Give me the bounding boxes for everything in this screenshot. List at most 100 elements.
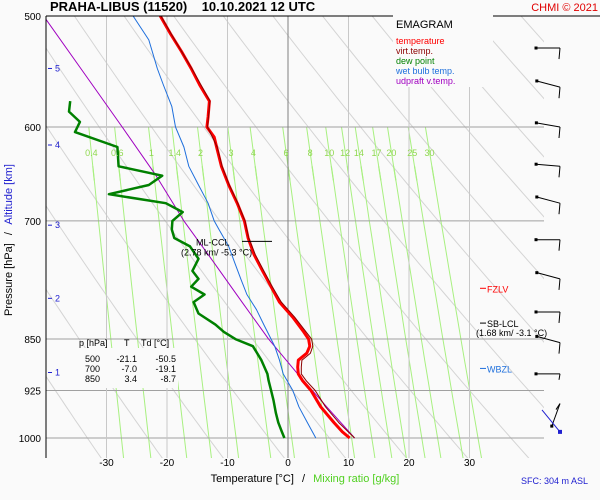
mixing-ratio-line <box>88 126 125 458</box>
temperature-tick-label: -20 <box>160 458 175 469</box>
mixing-ratio-label: 1.4 <box>169 148 182 158</box>
mixing-ratio-tick <box>175 166 179 181</box>
mixing-ratio-tick <box>393 166 397 181</box>
mixing-ratio-line <box>407 126 464 458</box>
wind-barb <box>535 195 561 215</box>
wind-barb-shaft <box>536 163 561 167</box>
x-axis-mixing-label: Mixing ratio [g/kg] <box>313 473 399 485</box>
dry-adiabat-line <box>272 16 544 343</box>
wind-barb <box>535 271 561 290</box>
dry-adiabat-line <box>173 16 530 458</box>
wind-barb-flag <box>555 403 561 410</box>
mixing-ratio-label: 4 <box>251 148 256 158</box>
pressure-tick-label: 500 <box>24 12 41 23</box>
wind-barb-shaft <box>536 80 561 88</box>
mixing-ratio-line <box>114 126 152 458</box>
mixing-ratio-line <box>424 126 483 458</box>
mixing-ratio-tick <box>118 166 121 181</box>
wind-barb-flag <box>558 278 561 290</box>
wind-barb-flag <box>558 239 561 251</box>
wind-barb-flag <box>558 373 561 380</box>
wind-barb-flag <box>558 203 561 215</box>
mixing-ratio-tick <box>254 166 258 181</box>
mixing-ratio-label: 8 <box>308 148 313 158</box>
altitude-tick-label: 5 <box>55 63 60 73</box>
dry-adiabat-line <box>520 16 544 43</box>
y-axis-pressure-label: Pressure [hPa] <box>3 243 15 316</box>
x-axis-temperature-label: Temperature [°C] <box>211 473 294 485</box>
pressure-tick-label: 850 <box>24 335 41 346</box>
table-cell: -50.5 <box>155 354 176 364</box>
wind-barb <box>535 79 561 99</box>
dry-adiabat-line <box>46 288 163 458</box>
wind-barb-shaft <box>536 196 561 204</box>
altitude-tick-label: 2 <box>55 293 60 303</box>
mixing-ratio-label: 20 <box>386 148 396 158</box>
dry-adiabat-line <box>123 16 469 458</box>
legend-item-wet-bulb: wet bulb temp. <box>395 66 455 76</box>
level-note: (1.68 km/ -3.1 °C) <box>476 328 547 338</box>
dry-adiabat-line <box>222 16 544 409</box>
mixing-ratio-tick <box>311 166 315 181</box>
series-line-temperature <box>158 16 351 440</box>
surface-note: SFC: 304 m ASL <box>521 476 588 486</box>
mixing-ratio-line <box>341 126 393 458</box>
table-cell: 3.4 <box>124 374 137 384</box>
wind-barb <box>541 409 562 434</box>
mixing-ratio-tick <box>431 166 435 181</box>
mixing-ratio-tick <box>232 166 236 181</box>
pressure-tick-label: 600 <box>24 123 41 134</box>
temperature-tick-label: 30 <box>464 458 476 469</box>
table-header-p: p [hPa] <box>79 338 108 348</box>
mixing-ratio-label: 6 <box>284 148 289 158</box>
wind-barb-flag <box>558 47 561 60</box>
series-line-dew-point <box>67 100 286 439</box>
wind-barb <box>535 334 561 354</box>
dry-adiabat-line <box>46 375 102 458</box>
table-cell: -19.1 <box>155 364 176 374</box>
x-axis-sep: / <box>302 473 306 485</box>
dry-adiabat-line <box>0 0 50 473</box>
pressure-tick-label: 925 <box>24 387 41 398</box>
mixing-ratio-label: 17 <box>371 148 381 158</box>
table-cell: 850 <box>85 374 100 384</box>
mixing-ratio-label: 0.4 <box>85 148 98 158</box>
temperature-tick-label: -10 <box>220 458 235 469</box>
level-label: WBZL <box>487 364 512 374</box>
data-table: p [hPa] T Td [°C] 500 -21.1 -50.5 700 -7… <box>78 338 178 388</box>
altitude-tick-label: 4 <box>55 140 60 150</box>
svg-text:Pressure [hPa] / A: Pressure [hPa] / Altitude [km] <box>3 164 15 316</box>
wind-barb-flag <box>558 126 561 139</box>
y-axis-altitude-label: Altitude [km] <box>3 164 15 225</box>
legend: EMAGRAM temperature virt.temp. dew point… <box>393 15 493 87</box>
copyright: CHMI © 2021 <box>531 2 598 14</box>
wind-barb <box>534 372 561 380</box>
table-header-td: Td [°C] <box>141 338 169 348</box>
dry-adiabat-line <box>46 47 347 458</box>
mixing-ratio-label: 25 <box>407 148 417 158</box>
table-cell: -8.7 <box>160 374 176 384</box>
table-cell: -7.0 <box>121 364 137 374</box>
wind-barb-shaft <box>551 403 561 427</box>
mixing-ratio-tick <box>378 166 382 181</box>
wind-barb <box>534 310 561 324</box>
legend-item-dew-point: dew point <box>396 56 435 66</box>
ccl-label: ML-CCL <box>196 237 230 247</box>
temperature-tick-label: 0 <box>285 458 291 469</box>
wind-barb-flag <box>558 166 561 178</box>
legend-title: EMAGRAM <box>396 19 453 31</box>
table-header-t: T <box>124 338 130 348</box>
ccl-note: (2.78 km/ -5.3 °C) <box>181 247 252 257</box>
series-line-wet-bulb-temp- <box>132 16 317 439</box>
table-row: 850 3.4 -8.7 <box>85 374 176 384</box>
wind-barb <box>550 403 561 428</box>
mixing-ratio-label: 14 <box>354 148 364 158</box>
altitude-tick-label: 1 <box>55 368 60 378</box>
temperature-tick-label: -30 <box>99 458 114 469</box>
table-row: 700 -7.0 -19.1 <box>85 364 176 374</box>
level-label: FZLV <box>487 284 508 294</box>
y-axis-sep: / <box>3 231 15 235</box>
y-axis-title: Pressure [hPa] / Altitude [km] <box>3 164 15 316</box>
profile-series <box>46 16 355 440</box>
